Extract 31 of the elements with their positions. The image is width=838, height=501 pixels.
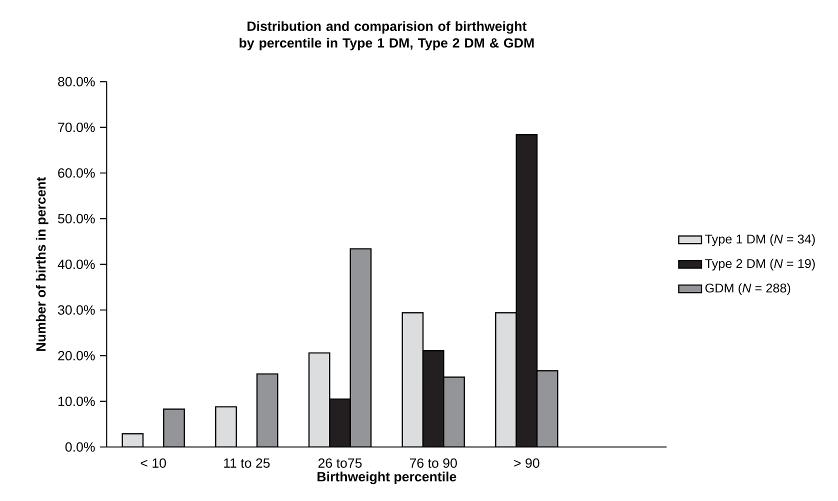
y-tick-label: 40.0% [58,260,95,270]
chart-title: Distribution and comparision of birthweight by percentile in Type 1 DM, Type 2 DM & GDM [240,21,534,50]
y-tick-label: 30.0% [58,305,95,315]
bar [163,408,185,448]
bar [536,370,558,448]
y-tick-label: 70.0% [58,122,95,132]
y-tick-label: 10.0% [58,396,95,406]
y-tick-label: 20.0% [58,350,95,360]
x-tick-label: 11 to 25 [224,458,270,468]
bar [402,312,424,448]
bar [443,376,465,448]
x-tick-label: 76 to 90 [410,458,457,468]
y-tick-label: 50.0% [58,214,95,224]
bar [495,312,517,448]
x-tick-label: < 10 [140,458,166,468]
x-axis-title: Birthweight percentile [318,472,456,484]
x-tick-label: > 90 [514,458,540,468]
y-tick-label: 60.0% [58,168,95,178]
y-tick-label: 80.0% [58,76,95,86]
bar [329,398,351,448]
bar [350,248,372,448]
legend-label: GDM (N = 288) [705,283,790,296]
bar [422,350,444,448]
bar [256,373,278,448]
bar [516,134,538,448]
y-tick-label: 0.0% [65,442,95,452]
legend-label: Type 1 DM (N = 34) [705,234,815,246]
bar [308,352,330,448]
legend-label: Type 2 DM (N = 19) [705,258,815,271]
y-axis-title: Number of births in percent [36,177,48,351]
x-tick-label: 26 to75 [318,458,362,468]
